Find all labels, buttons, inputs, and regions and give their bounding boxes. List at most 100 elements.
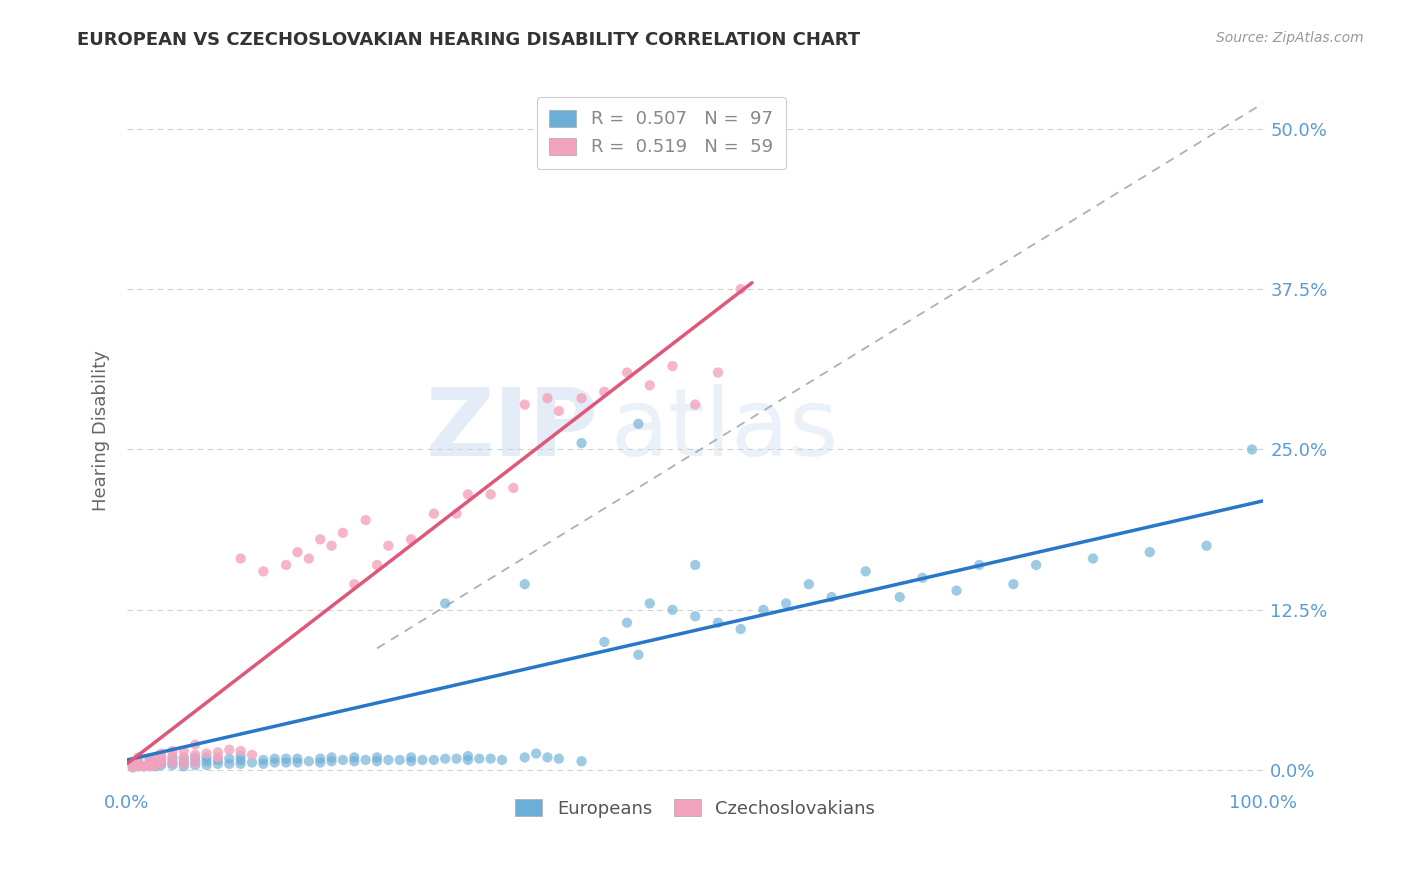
Point [184, 747, 207, 762]
Point [399, 750, 422, 764]
Point [468, 752, 491, 766]
Point [502, 481, 524, 495]
Point [399, 754, 422, 768]
Point [1139, 545, 1161, 559]
Point [150, 752, 173, 766]
Point [173, 750, 195, 764]
Point [195, 747, 218, 761]
Point [195, 754, 218, 768]
Point [274, 558, 297, 572]
Point [547, 404, 569, 418]
Point [162, 744, 184, 758]
Point [969, 558, 991, 572]
Point [287, 752, 309, 766]
Point [162, 756, 184, 770]
Point [730, 282, 752, 296]
Point [162, 752, 184, 766]
Point [332, 525, 354, 540]
Point [229, 753, 252, 767]
Point [377, 539, 399, 553]
Point [1081, 551, 1104, 566]
Point [638, 597, 661, 611]
Point [274, 756, 297, 770]
Point [366, 754, 388, 768]
Point [513, 577, 536, 591]
Point [252, 565, 274, 579]
Point [132, 759, 155, 773]
Point [683, 609, 706, 624]
Point [388, 753, 411, 767]
Point [707, 366, 730, 380]
Point [536, 391, 558, 405]
Point [138, 753, 160, 767]
Point [240, 756, 263, 770]
Point [121, 759, 143, 773]
Point [252, 756, 274, 771]
Point [638, 378, 661, 392]
Point [145, 759, 167, 773]
Point [150, 756, 173, 770]
Point [138, 758, 160, 772]
Point [127, 750, 149, 764]
Point [423, 507, 446, 521]
Point [343, 754, 366, 768]
Point [298, 754, 321, 768]
Point [127, 756, 149, 770]
Point [797, 577, 820, 591]
Point [616, 366, 638, 380]
Point [321, 539, 343, 553]
Point [207, 750, 229, 764]
Point [150, 758, 173, 772]
Point [889, 590, 911, 604]
Point [150, 747, 173, 761]
Point [309, 752, 332, 766]
Point [479, 752, 502, 766]
Point [616, 615, 638, 630]
Point [229, 744, 252, 758]
Point [150, 756, 173, 771]
Point [661, 603, 683, 617]
Point [513, 398, 536, 412]
Point [332, 753, 354, 767]
Text: EUROPEAN VS CZECHOSLOVAKIAN HEARING DISABILITY CORRELATION CHART: EUROPEAN VS CZECHOSLOVAKIAN HEARING DISA… [77, 31, 860, 49]
Point [263, 752, 285, 766]
Point [162, 756, 184, 770]
Point [775, 597, 797, 611]
Point [195, 758, 218, 772]
Point [150, 750, 173, 764]
Point [162, 749, 184, 764]
Point [1195, 539, 1218, 553]
Point [855, 565, 877, 579]
Point [547, 752, 569, 766]
Point [457, 753, 479, 767]
Point [309, 756, 332, 770]
Point [218, 756, 240, 771]
Point [343, 577, 366, 591]
Point [321, 754, 343, 768]
Point [707, 615, 730, 630]
Point [207, 756, 229, 771]
Point [434, 597, 457, 611]
Point [627, 648, 650, 662]
Point [366, 558, 388, 572]
Point [911, 571, 934, 585]
Text: ZIP: ZIP [426, 384, 599, 476]
Point [287, 545, 309, 559]
Point [752, 603, 775, 617]
Point [377, 753, 399, 767]
Point [184, 758, 207, 772]
Point [287, 756, 309, 770]
Point [173, 752, 195, 766]
Point [138, 756, 160, 770]
Point [945, 583, 967, 598]
Point [321, 750, 343, 764]
Point [399, 533, 422, 547]
Point [218, 752, 240, 766]
Point [683, 398, 706, 412]
Point [195, 750, 218, 764]
Point [138, 752, 160, 766]
Point [207, 745, 229, 759]
Point [145, 758, 167, 772]
Point [820, 590, 842, 604]
Point [354, 513, 377, 527]
